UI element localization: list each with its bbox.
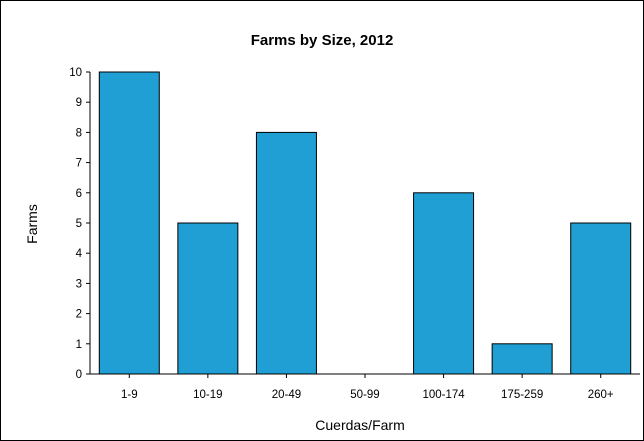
x-tick-label: 20-49 bbox=[272, 389, 301, 401]
y-tick-label: 3 bbox=[76, 278, 82, 290]
bar-175-259 bbox=[491, 343, 553, 375]
plot-area: 0 1 2 3 4 5 6 7 8 9 10 1-9 10-19 20-49 50-99 100-174 175… bbox=[69, 67, 640, 401]
y-tick-label: 9 bbox=[76, 97, 82, 109]
x-tick-label: 50-99 bbox=[350, 389, 379, 401]
x-tick-label: 260+ bbox=[588, 389, 614, 401]
x-tick-label: 100-174 bbox=[422, 389, 465, 401]
bar-1-9 bbox=[98, 71, 160, 375]
y-tick-label: 4 bbox=[76, 248, 83, 260]
bar-260+ bbox=[570, 222, 632, 375]
bar-20-49 bbox=[255, 131, 317, 375]
chart-title: Farms by Size, 2012 bbox=[251, 32, 394, 49]
y-tick-label: 2 bbox=[76, 309, 82, 321]
bar-100-174 bbox=[413, 192, 475, 375]
y-tick-label: 7 bbox=[76, 158, 82, 170]
y-tick-label: 0 bbox=[76, 369, 82, 381]
y-tick-label: 10 bbox=[69, 67, 82, 79]
x-axis-label: Cuerdas/Farm bbox=[315, 417, 404, 433]
bar-10-19 bbox=[177, 222, 239, 375]
y-tick-label: 1 bbox=[76, 339, 82, 351]
y-axis-label: Farms bbox=[24, 204, 40, 244]
x-tick-label: 175-259 bbox=[501, 389, 543, 401]
y-tick-label: 5 bbox=[76, 218, 82, 230]
x-tick-label: 10-19 bbox=[193, 389, 222, 401]
y-tick-label: 6 bbox=[76, 188, 82, 200]
x-tick-label: 1-9 bbox=[121, 389, 138, 401]
y-tick-label: 8 bbox=[76, 127, 82, 139]
